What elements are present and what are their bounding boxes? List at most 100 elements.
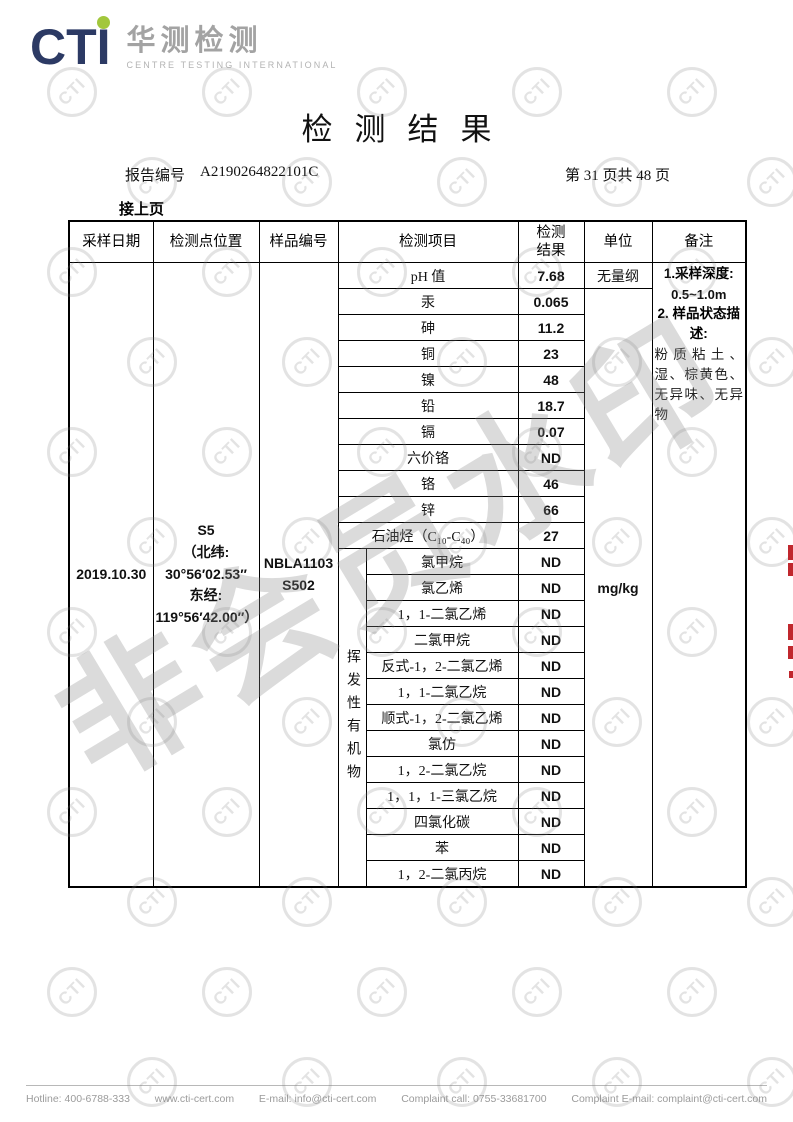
test-results-table: 采样日期 检测点位置 样品编号 检测项目 检测 结果 单位 备注 2019.10… <box>68 220 747 888</box>
table-row: 六价铬 ND <box>69 444 746 472</box>
item-cell: 镍 <box>337 366 519 394</box>
table-row: 挥发性有机物 氯甲烷 ND <box>69 548 746 888</box>
cti-stamp-watermark-icon: CTI <box>47 967 97 1017</box>
cti-logo: CTI 华测检测 CENTRE TESTING INTERNATIONAL <box>30 16 338 72</box>
item-cell: 顺式-1，2-二氯乙烯 <box>365 704 519 732</box>
remark-depth-label: 1.采样深度: <box>663 266 734 282</box>
result-cell: 23 <box>517 340 585 368</box>
result-cell: ND <box>517 756 585 784</box>
cti-stamp-watermark-icon: CTI <box>667 967 717 1017</box>
cti-brand-text: CTI <box>30 19 111 75</box>
item-cell: 1，2-二氯乙烷 <box>365 756 519 784</box>
item-cell: 氯甲烷 <box>365 548 519 576</box>
item-cell: 1，1-二氯乙烯 <box>365 600 519 628</box>
company-name-en: CENTRE TESTING INTERNATIONAL <box>126 59 338 70</box>
table-row: 1，2-二氯乙烷 ND <box>69 756 746 784</box>
cti-stamp-watermark-icon: CTI <box>202 967 252 1017</box>
report-meta-row: 报告编号 A2190264822101C 第 31 页共 48 页 <box>0 164 793 184</box>
page-footer: Hotline: 400-6788-333 www.cti-cert.com E… <box>26 1085 767 1105</box>
item-cell: 氯乙烯 <box>365 574 519 602</box>
table-row: 石油烃（C₁₀-C₄₀） 27 <box>69 522 746 550</box>
company-name-cn: 华测检测 <box>126 25 263 58</box>
item-cell: 镉 <box>337 418 519 446</box>
location-cell: S5 （北纬: 30°56′02.53″ 东经: 119°56′42.00″） <box>152 262 260 888</box>
table-row: 铅 18.7 <box>69 392 746 420</box>
item-cell: 苯 <box>365 834 519 862</box>
header-test-result: 检测 结果 <box>517 220 585 264</box>
voc-group-label: 挥发性有机物 <box>345 648 360 787</box>
item-cell: 六价铬 <box>337 444 519 472</box>
table-row: 1，1，1-三氯乙烷 ND <box>69 782 746 810</box>
result-cell: ND <box>517 548 585 576</box>
result-cell: ND <box>517 600 585 628</box>
unit-cell-mgkg: mg/kg <box>583 288 653 888</box>
red-seal-fragment <box>788 563 793 576</box>
header-remark: 备注 <box>651 220 747 264</box>
result-cell: 0.065 <box>517 288 585 316</box>
item-cell: 铜 <box>337 340 519 368</box>
table-row: 氯仿 ND <box>69 730 746 758</box>
item-cell: 石油烃（C₁₀-C₄₀） <box>337 522 519 550</box>
result-cell: ND <box>517 704 585 732</box>
cti-stamp-watermark-icon: CTI <box>747 877 793 927</box>
table-row: 1，2-二氯丙烷 ND <box>69 860 746 888</box>
table-row: 1，1-二氯乙烯 ND <box>69 600 746 628</box>
red-seal-fragment <box>789 671 793 678</box>
result-cell: 0.07 <box>517 418 585 446</box>
result-cell: 11.2 <box>517 314 585 342</box>
voc-group-cell: 挥发性有机物 <box>337 548 367 888</box>
item-cell: 四氯化碳 <box>365 808 519 836</box>
remark-state-description: 粉质粘土、湿、棕黄色、无异味、无异物 <box>654 346 744 423</box>
result-cell: ND <box>517 808 585 836</box>
page-number-info: 第 31 页共 48 页 <box>565 168 671 184</box>
table-row: 2019.10.30 S5 （北纬: 30°56′02.53″ 东经: 119°… <box>68 262 747 888</box>
footer-complaint-email: Complaint E-mail: complaint@cti-cert.com <box>571 1093 767 1105</box>
result-cell: ND <box>517 444 585 472</box>
header-unit: 单位 <box>583 220 653 264</box>
result-cell: ND <box>517 678 585 706</box>
table-header-row: 采样日期 检测点位置 样品编号 检测项目 检测 结果 单位 备注 <box>68 220 747 264</box>
footer-email: E-mail: info@cti-cert.com <box>258 1093 377 1105</box>
red-seal-fragment <box>788 646 793 659</box>
result-cell: ND <box>517 730 585 758</box>
result-cell: ND <box>517 782 585 810</box>
item-cell: 汞 <box>337 288 519 316</box>
table-row: 顺式-1，2-二氯乙烯 ND <box>69 704 746 732</box>
result-cell: 18.7 <box>517 392 585 420</box>
result-cell: 46 <box>517 470 585 498</box>
table-row: 镉 0.07 <box>69 418 746 446</box>
cti-stamp-watermark-icon: CTI <box>747 697 793 747</box>
sample-id-cell: NBLA1103 S502 <box>258 262 339 888</box>
result-cell: 48 <box>517 366 585 394</box>
item-cell: 氯仿 <box>365 730 519 758</box>
result-cell: ND <box>517 652 585 680</box>
result-cell: 66 <box>517 496 585 524</box>
result-cell: ND <box>517 834 585 862</box>
red-seal-fragment <box>788 545 793 560</box>
header-sample-date: 采样日期 <box>68 220 154 264</box>
continued-from-previous-label: 接上页 <box>119 202 165 218</box>
unit-cell-dimensionless: 无量纲 <box>583 262 653 290</box>
item-cell: 反式-1，2-二氯乙烯 <box>365 652 519 680</box>
item-cell: 1，2-二氯丙烷 <box>365 860 519 888</box>
item-cell: 铬 <box>337 470 519 498</box>
table-row: 苯 ND <box>69 834 746 862</box>
cti-stamp-watermark-icon: CTI <box>357 967 407 1017</box>
header-test-item: 检测项目 <box>337 220 519 264</box>
logo-names: 华测检测 CENTRE TESTING INTERNATIONAL <box>127 26 338 71</box>
footer-hotline: Hotline: 400-6788-333 <box>26 1093 130 1105</box>
result-cell: ND <box>517 574 585 602</box>
report-number-label: 报告编号 <box>125 168 186 184</box>
item-cell: pH 值 <box>337 262 519 290</box>
header-location: 检测点位置 <box>152 220 260 264</box>
cti-stamp-watermark-icon: CTI <box>747 517 793 567</box>
result-cell: ND <box>517 860 585 888</box>
result-cell: 27 <box>517 522 585 550</box>
item-cell: 1，1，1-三氯乙烷 <box>365 782 519 810</box>
cti-stamp-watermark-icon: CTI <box>512 967 562 1017</box>
remark-state-label: 2. 样品状态描述: <box>657 306 740 342</box>
table-row: 铬 46 <box>69 470 746 498</box>
header-sample-id: 样品编号 <box>258 220 339 264</box>
item-cell: 1，1-二氯乙烷 <box>365 678 519 706</box>
